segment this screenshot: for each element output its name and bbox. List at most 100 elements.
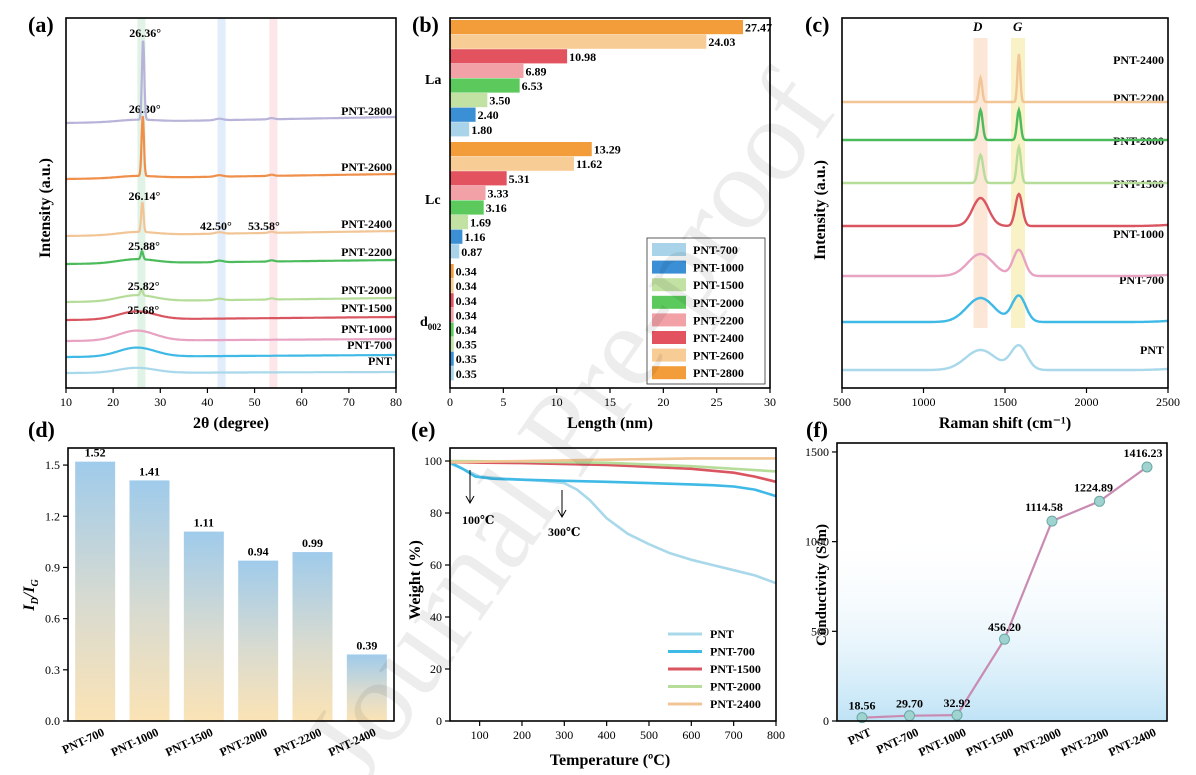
y-tick-label: 40	[430, 610, 442, 624]
legend-label: PNT-700	[710, 645, 755, 659]
x-tick-label: PNT-2000	[217, 725, 269, 759]
bar-pnt-1000	[450, 107, 476, 122]
panel-f-frame	[836, 442, 1168, 722]
x-tick-label: 70	[343, 395, 355, 409]
xrd-line-pnt-2600	[66, 115, 396, 181]
tga-line-pnt-700	[449, 461, 777, 498]
x-tick-label: 1500	[993, 395, 1017, 409]
bar-pnt-2000	[450, 78, 520, 93]
series-label: PNT-2800	[341, 104, 392, 118]
bar-pnt-2600	[450, 34, 707, 49]
panel-f-label: (f)	[806, 417, 828, 442]
legend-swatch	[652, 366, 686, 380]
bar-pnt-1000	[450, 229, 463, 244]
x-tick-label: 30	[154, 395, 166, 409]
legend-label: PNT	[710, 627, 734, 641]
highlight-band	[269, 18, 278, 388]
x-tick-label: PNT-1500	[163, 725, 215, 759]
panel-f-ylabel: Conductivity (S/m)	[814, 524, 830, 646]
panel-c-frame	[841, 17, 1169, 389]
y-tick-label: 20	[430, 662, 442, 676]
y-tick-label: 1.2	[45, 509, 60, 523]
bar-value-label: 5.31	[509, 172, 530, 186]
point-value-label: 1224.89	[1074, 480, 1113, 494]
raman-line-pnt-1000	[842, 248, 1169, 278]
y-tick-label: 1000	[805, 535, 829, 549]
bar-pnt-1500	[450, 337, 454, 352]
bar-pnt-2400	[346, 654, 387, 721]
raman-line-pnt-2200	[842, 105, 1168, 142]
group-label-d002: d002	[420, 315, 442, 332]
bar-pnt-2600	[450, 156, 574, 171]
highlight-band	[217, 18, 226, 388]
bar-value-label: 0.94	[248, 545, 269, 559]
raman-line-pnt-2000	[842, 143, 1168, 185]
y-tick-label: 0.9	[45, 560, 60, 574]
panel-b-label: (b)	[412, 12, 439, 37]
peak-label: 26.36°	[129, 26, 161, 40]
point-value-label: 456.20	[988, 620, 1021, 634]
bar-pnt-700	[75, 461, 116, 721]
panel-a-annotation: 42.50°	[200, 219, 232, 233]
panel-a-label: (a)	[28, 12, 54, 37]
series-label: PNT	[368, 354, 392, 368]
legend-label: PNT-2800	[693, 366, 744, 380]
bar-pnt-2800	[450, 20, 744, 35]
panel-e-frame	[449, 447, 777, 722]
group-label-lc: Lc	[425, 193, 441, 208]
bar-pnt-700	[450, 366, 454, 381]
x-tick-label: PNT-2200	[1059, 725, 1111, 759]
bar-pnt-1500	[450, 93, 488, 108]
bar-value-label: 0.34	[456, 323, 477, 337]
bar-value-label: 1.80	[471, 123, 492, 137]
background-gradient	[838, 529, 1166, 721]
legend-label: PNT-700	[693, 243, 738, 257]
bar-pnt-700	[450, 122, 470, 137]
bar-pnt-2600	[450, 278, 454, 293]
bar-value-label: 2.40	[478, 108, 499, 122]
panel-a: (a) Intensity (a.u.) 2θ (degree) PNT PNT-…	[28, 12, 402, 432]
bar-pnt-2800	[450, 142, 592, 157]
panel-f: (f) Conductivity (S/m) 0 500 1000 1500 18.5…	[805, 417, 1168, 759]
x-tick-label: 80	[390, 395, 402, 409]
peak-label: 25.82°	[128, 279, 160, 293]
panel-d: (d) ID/IG 1.52 PNT-700 1.41 PNT-1000 1.11 PNT…	[21, 417, 395, 759]
peak-label: 25.88°	[128, 239, 160, 253]
x-tick-label: 20	[107, 395, 119, 409]
point-value-label: 32.92	[944, 696, 971, 710]
bar-pnt-2400	[450, 293, 454, 308]
bar-pnt-2000	[450, 200, 484, 215]
x-tick-label: 0	[447, 395, 453, 409]
data-point	[999, 633, 1010, 645]
legend-swatch	[652, 331, 686, 344]
bar-value-label: 0.35	[456, 367, 477, 381]
annotation-300c: 300℃	[548, 490, 580, 539]
xrd-line-pnt-2000	[66, 288, 396, 304]
legend-swatch	[652, 260, 686, 274]
legend-swatch	[652, 313, 686, 327]
bar-pnt-1500	[183, 531, 224, 721]
legend-label: PNT-2200	[693, 313, 744, 327]
panel-a-xlabel: 2θ (degree)	[193, 415, 269, 432]
peak-label: 26.14°	[128, 189, 160, 203]
x-tick-label: 400	[598, 728, 616, 742]
legend-swatch	[652, 348, 686, 362]
bar-value-label: 1.69	[470, 216, 491, 230]
point-value-label: 1114.58	[1025, 500, 1063, 514]
x-tick-label: 2000	[1075, 395, 1099, 409]
x-tick-label: 700	[725, 728, 743, 742]
xrd-line-pnt-2800	[66, 40, 396, 125]
series-label: PNT-2600	[341, 160, 392, 174]
x-tick-label: 500	[833, 395, 851, 409]
panel-a-annotation: 53.58°	[248, 219, 280, 233]
panel-e-label: (e)	[411, 417, 435, 442]
x-tick-label: 50	[249, 395, 261, 409]
point-value-label: 1416.23	[1124, 446, 1163, 460]
annotation-100c-text: 100℃	[462, 513, 494, 527]
annotation-300c-text: 300℃	[548, 525, 580, 539]
panel-c: (c) Intensity (a.u.) Raman shift (cm⁻¹) …	[805, 12, 1180, 432]
y-tick-label: 1.5	[45, 458, 60, 472]
point-value-label: 29.70	[896, 697, 923, 711]
panel-d-frame	[67, 447, 395, 722]
xrd-line-pnt-2200	[66, 249, 396, 266]
